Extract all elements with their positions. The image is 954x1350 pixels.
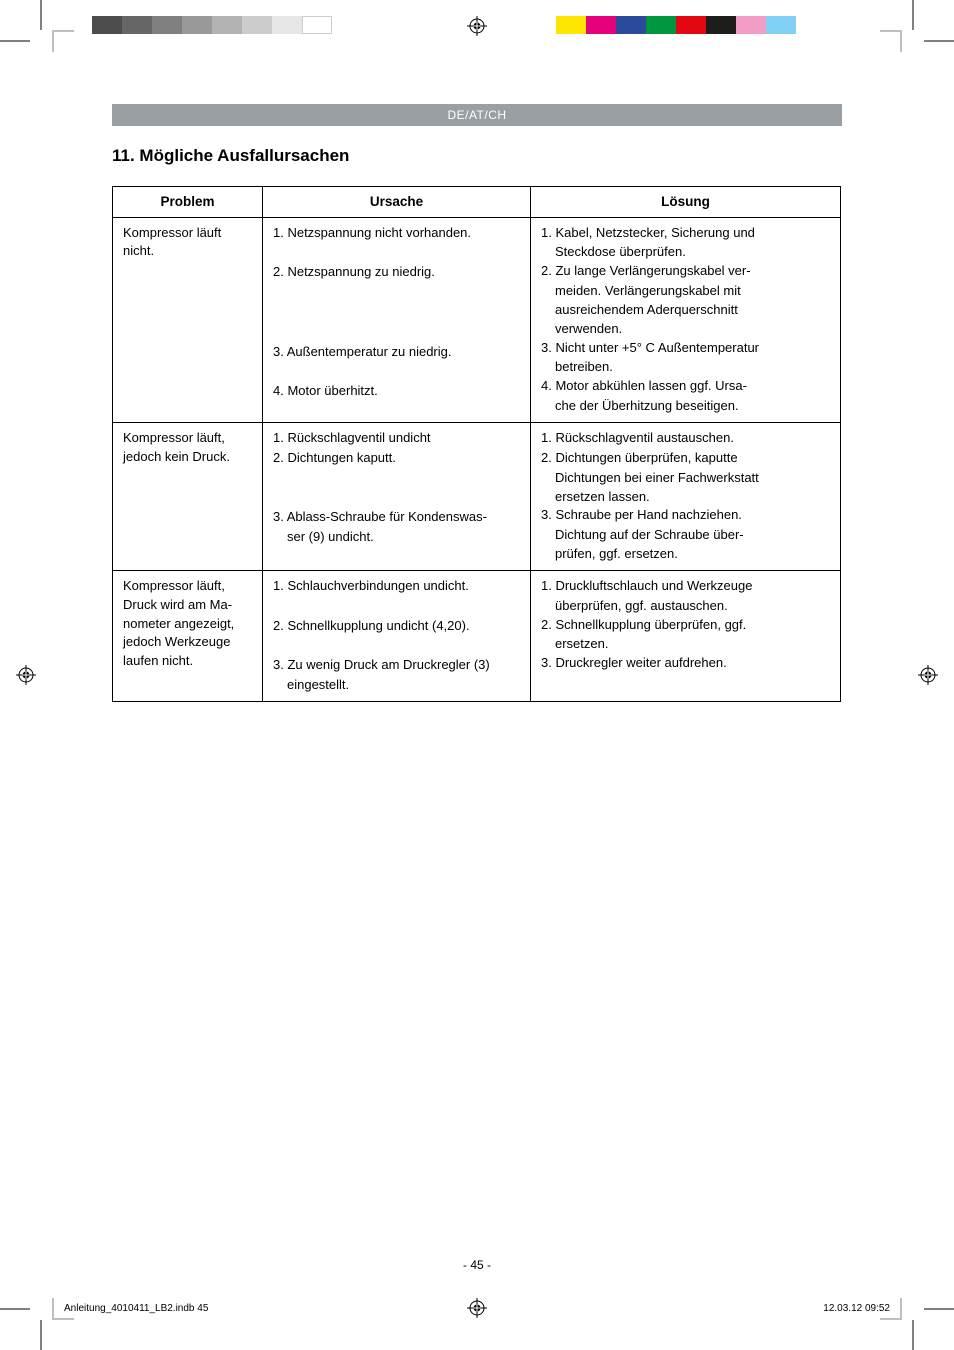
- gray-swatch: [242, 16, 272, 34]
- cell-loesung: 1. Druckluftschlauch und Werkzeugeüberpr…: [531, 570, 841, 701]
- registration-mark-left: [16, 665, 36, 685]
- footer-filename: Anleitung_4010411_LB2.indb 45: [64, 1303, 208, 1314]
- col-header-problem: Problem: [113, 187, 263, 218]
- cell-problem: Kompressor läuftnicht.: [113, 217, 263, 422]
- registration-mark-right: [918, 665, 938, 685]
- registration-mark-top: [467, 16, 487, 36]
- troubleshooting-table: Problem Ursache Lösung Kompressor läuftn…: [112, 186, 841, 702]
- footer-timestamp: 12.03.12 09:52: [823, 1303, 890, 1314]
- color-swatch: [556, 16, 586, 34]
- cell-ursache: 1. Rückschlagventil undicht2. Dichtungen…: [263, 423, 531, 571]
- gray-swatch: [302, 16, 332, 34]
- cell-ursache: 1. Netzspannung nicht vorhanden. 2. Netz…: [263, 217, 531, 422]
- color-swatch: [706, 16, 736, 34]
- registration-mark-bottom: [467, 1298, 487, 1318]
- cell-problem: Kompressor läuft,Druck wird am Ma-nomete…: [113, 570, 263, 701]
- crop-bottom-left: [0, 1290, 60, 1350]
- cell-loesung: 1. Kabel, Netzstecker, Sicherung undStec…: [531, 217, 841, 422]
- col-header-ursache: Ursache: [263, 187, 531, 218]
- gray-swatch: [152, 16, 182, 34]
- gray-swatch: [182, 16, 212, 34]
- color-swatch: [766, 16, 796, 34]
- section-title: 11. Mögliche Ausfallursachen: [112, 146, 349, 166]
- col-header-loesung: Lösung: [531, 187, 841, 218]
- cell-loesung: 1. Rückschlagventil austauschen.2. Dicht…: [531, 423, 841, 571]
- crop-top-right: [894, 0, 954, 60]
- color-swatch: [586, 16, 616, 34]
- cell-problem: Kompressor läuft,jedoch kein Druck.: [113, 423, 263, 571]
- gray-swatch: [92, 16, 122, 34]
- color-swatch: [646, 16, 676, 34]
- grayscale-swatches: [92, 16, 332, 34]
- header-language-bar: DE/AT/CH: [112, 104, 842, 126]
- gray-swatch: [272, 16, 302, 34]
- page-number: - 45 -: [0, 1258, 954, 1272]
- gray-swatch: [212, 16, 242, 34]
- color-swatch: [616, 16, 646, 34]
- crop-bottom-right: [894, 1290, 954, 1350]
- table-row: Kompressor läuftnicht.1. Netzspannung ni…: [113, 217, 841, 422]
- table-row: Kompressor läuft,Druck wird am Ma-nomete…: [113, 570, 841, 701]
- gray-swatch: [122, 16, 152, 34]
- color-swatch: [736, 16, 766, 34]
- table-header-row: Problem Ursache Lösung: [113, 187, 841, 218]
- color-swatch: [676, 16, 706, 34]
- crop-top-left: [0, 0, 60, 60]
- color-swatches: [556, 16, 796, 34]
- table-row: Kompressor läuft,jedoch kein Druck.1. Rü…: [113, 423, 841, 571]
- cell-ursache: 1. Schlauchverbindungen undicht. 2. Schn…: [263, 570, 531, 701]
